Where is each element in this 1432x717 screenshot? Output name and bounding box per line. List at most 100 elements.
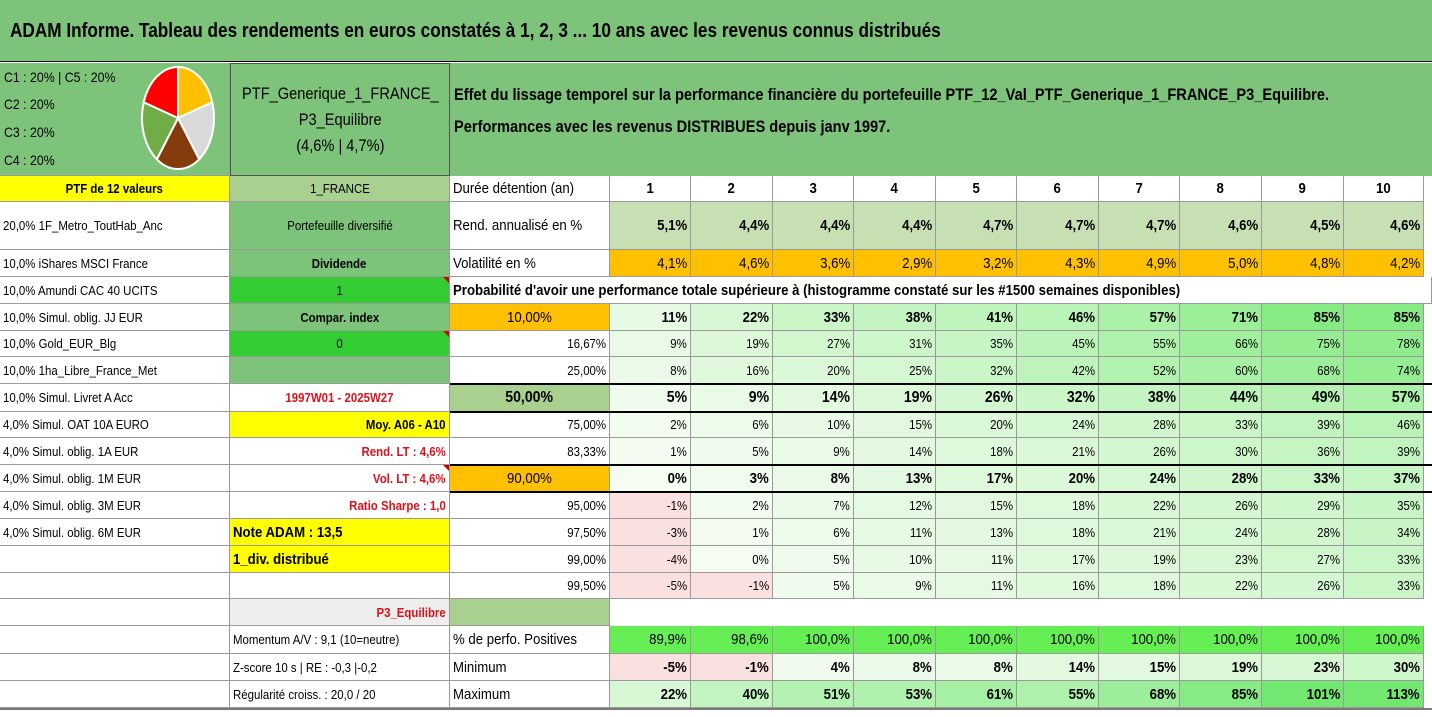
value-cell: 42% [1017,357,1099,384]
value-cell: 19% [854,384,936,412]
value-cell: 35% [1344,492,1424,519]
info-cell: Moy. A06 - A10 [230,412,450,438]
comment-marker-icon [443,277,449,283]
value-cell: 20% [936,412,1017,438]
pie-slice [155,115,201,170]
value-cell: 18% [1017,519,1099,546]
info-cell: P3_Equilibre [230,599,450,626]
value-cell: 19% [691,331,773,357]
row-label: 83,33% [450,438,610,465]
asset-cell: 10,0% Simul. Livret A Acc [0,384,230,412]
value-cell: 4,7% [936,202,1017,250]
value-cell: 113% [1344,681,1424,708]
info-cell [230,573,450,599]
asset-cell: 20,0% 1F_Metro_ToutHab_Anc [0,202,230,250]
value-cell: 101% [1262,681,1344,708]
value-cell: 11% [854,519,936,546]
value-cell: 5% [610,384,691,412]
value-cell: 32% [936,357,1017,384]
comment-marker-icon [443,331,449,337]
value-cell: 39% [1344,438,1424,465]
value-cell: 15% [854,412,936,438]
row-label: Volatilité en % [450,250,610,277]
value-cell: 29% [1262,492,1344,519]
value-cell: 57% [1344,384,1424,412]
value-cell: 0% [610,465,691,492]
value-cell: 85% [1344,304,1424,331]
portfolio-name-line-3: (4,6% | 4,7%) [295,135,385,155]
value-cell: -5% [610,573,691,599]
value-cell: 26% [1099,438,1180,465]
row-label: 16,67% [450,331,610,357]
description-box: Effet du lissage temporel sur la perform… [450,63,1432,176]
value-cell: 22% [610,681,691,708]
row-label: Minimum [450,654,610,681]
value-cell: 41% [936,304,1017,331]
value-cell: 57% [1099,304,1180,331]
asset-cell [0,599,230,626]
value-cell: 8 [1180,176,1262,202]
value-cell: 100,0% [1344,626,1424,654]
value-cell: 21% [1099,519,1180,546]
value-cell: 1% [691,519,773,546]
value-cell: 22% [691,304,773,331]
value-cell: 14% [1017,654,1099,681]
value-cell: -1% [691,573,773,599]
value-cell: 5% [773,546,854,573]
row-separator [450,464,1432,466]
value-cell: 3,6% [773,250,854,277]
value-cell: -5% [610,654,691,681]
value-cell: 68% [1099,681,1180,708]
asset-cell: 10,0% 1ha_Libre_France_Met [0,357,230,384]
value-cell: 5% [691,438,773,465]
info-cell: Momentum A/V : 9,1 (10=neutre) [230,626,450,654]
value-cell: 4,2% [1344,250,1424,277]
value-cell: 27% [773,331,854,357]
value-cell: 33% [1262,465,1344,492]
value-cell: 20% [1017,465,1099,492]
info-cell: Note ADAM : 13,5 [230,519,450,546]
value-cell: 5,1% [610,202,691,250]
value-cell: 4,6% [1180,202,1262,250]
legend-line-4: C4 : 20% [4,152,55,168]
pie-slice [141,100,180,161]
value-cell: 18% [1099,573,1180,599]
info-cell: Compar. index [230,304,450,331]
value-cell: 53% [854,681,936,708]
info-cell: Vol. LT : 4,6% [230,465,450,492]
value-cell: 68% [1262,357,1344,384]
value-cell: -1% [691,654,773,681]
asset-cell [0,654,230,681]
value-cell: 15% [1099,654,1180,681]
allocation-pie-chart [141,65,215,170]
value-cell: 78% [1344,331,1424,357]
value-cell: 25% [854,357,936,384]
value-cell: 18% [1017,492,1099,519]
value-cell: 18% [936,438,1017,465]
value-cell: 27% [1262,546,1344,573]
value-cell: 33% [1344,573,1424,599]
value-cell: 31% [854,331,936,357]
row-label: % de perfo. Positives [450,626,610,654]
value-cell: 46% [1344,412,1424,438]
value-cell: 24% [1099,465,1180,492]
info-cell: Z-score 10 s | RE : -0,3 |-0,2 [230,654,450,681]
value-cell: 11% [610,304,691,331]
info-cell: Régularité croiss. : 20,0 / 20 [230,681,450,708]
value-cell: 13% [854,465,936,492]
value-cell: 2% [610,412,691,438]
row-label: 50,00% [450,384,610,412]
value-cell: 51% [773,681,854,708]
value-cell: 17% [936,465,1017,492]
value-cell: 10% [773,412,854,438]
value-cell: 28% [1180,465,1262,492]
value-cell: 7% [773,492,854,519]
value-cell: 34% [1344,519,1424,546]
value-cell: 4,4% [691,202,773,250]
value-cell: 100,0% [854,626,936,654]
value-cell: 26% [936,384,1017,412]
value-cell: 55% [1017,681,1099,708]
value-cell: -1% [610,492,691,519]
row-separator [450,411,1432,413]
